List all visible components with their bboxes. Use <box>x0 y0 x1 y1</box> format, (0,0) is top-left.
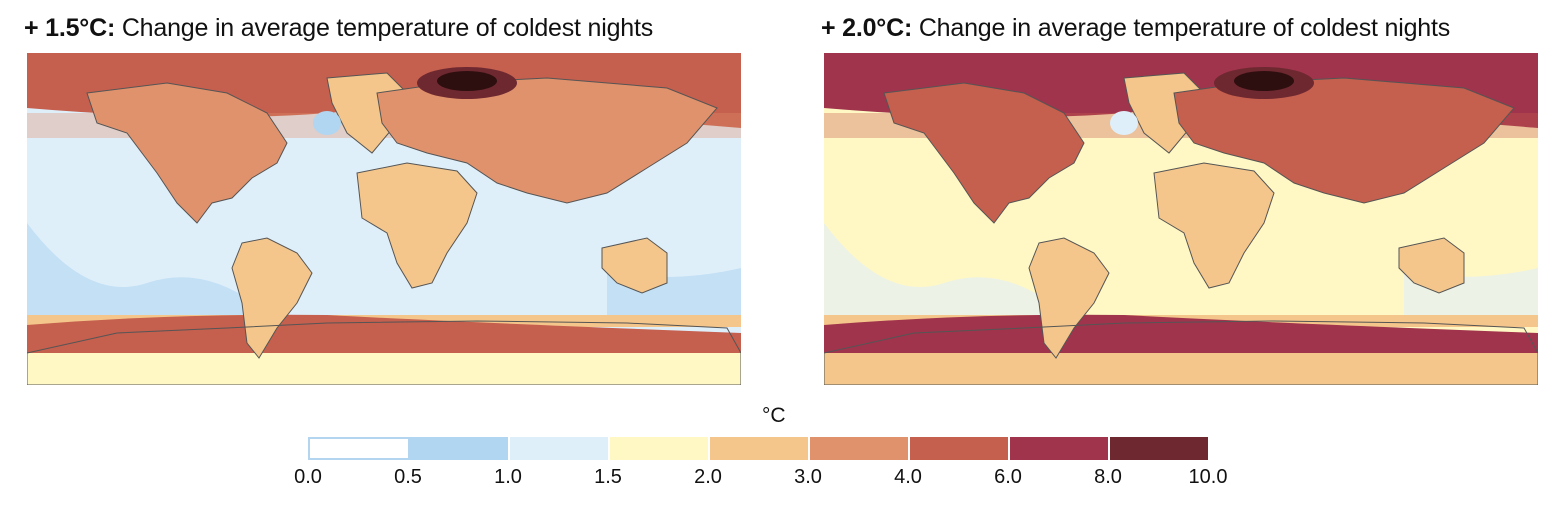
south-pacific-patch <box>27 223 267 343</box>
colorbar-tick-label: 1.0 <box>494 466 522 488</box>
continent-outline <box>824 320 1538 385</box>
southern-ocean-warm-belt <box>824 314 1538 358</box>
colorbar-tick-label: 3.0 <box>794 466 822 488</box>
colorbar-swatch <box>1110 437 1208 460</box>
continent-outline <box>1153 162 1275 289</box>
colorbar-tick-label: 4.0 <box>894 466 922 488</box>
colorbar-tick-label: 0.0 <box>294 466 322 488</box>
colorbar-tick-label: 10.0 <box>1188 466 1228 488</box>
continent-outline <box>1398 237 1465 294</box>
continent-outline <box>86 82 288 224</box>
continent-outline <box>376 77 718 204</box>
siberia-max-core <box>437 71 497 91</box>
colorbar-tick-label: 1.5 <box>594 466 622 488</box>
panel-title-bold: + 1.5°C: <box>24 14 116 42</box>
continent-outline <box>1028 237 1110 359</box>
south-pacific-patch <box>824 223 1064 343</box>
continent-outline <box>356 162 478 289</box>
continent-outline <box>601 237 668 294</box>
world-map-2-0c <box>824 53 1538 385</box>
colorbar-swatch <box>308 437 410 460</box>
colorbar-tick-label: 2.0 <box>694 466 722 488</box>
colorbar-swatch <box>710 437 810 460</box>
colorbar-tick-label: 6.0 <box>994 466 1022 488</box>
world-map-1-5c <box>27 53 741 385</box>
north-atlantic-cold-spot <box>1110 111 1138 135</box>
siberia-max-core <box>1234 71 1294 91</box>
colorbar-unit-label: °C <box>762 404 786 427</box>
panel-title-1-5c: + 1.5°C: Change in average temperature o… <box>24 14 653 43</box>
colorbar-tick-label: 8.0 <box>1094 466 1122 488</box>
colorbar-tick-label: 0.5 <box>394 466 422 488</box>
colorbar <box>308 437 1208 460</box>
continent-outline <box>1173 77 1515 204</box>
colorbar-swatch <box>910 437 1010 460</box>
continent-outline <box>27 320 741 385</box>
panel-title-bold: + 2.0°C: <box>821 14 913 42</box>
colorbar-swatch <box>810 437 910 460</box>
antarctica-fill <box>824 353 1538 385</box>
panel-title-2-0c: + 2.0°C: Change in average temperature o… <box>821 14 1450 43</box>
southern-ocean-warm-belt <box>27 314 741 358</box>
colorbar-swatch <box>410 437 510 460</box>
colorbar-swatch <box>510 437 610 460</box>
panel-title-text: Change in average temperature of coldest… <box>912 14 1451 42</box>
colorbar-swatch <box>610 437 710 460</box>
continent-outline <box>231 237 313 359</box>
panel-title-text: Change in average temperature of coldest… <box>115 14 654 42</box>
antarctica-fill <box>27 353 741 385</box>
colorbar-swatch <box>1010 437 1110 460</box>
continent-outline <box>883 82 1085 224</box>
north-atlantic-cold-spot <box>313 111 341 135</box>
